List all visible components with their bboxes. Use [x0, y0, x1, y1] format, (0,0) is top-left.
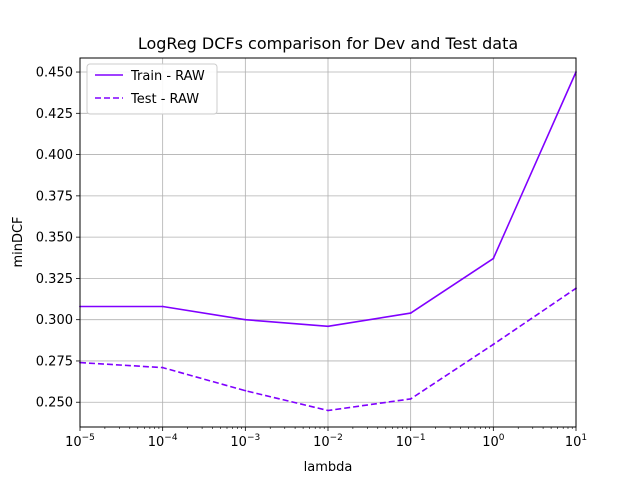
- x-ticks: 10−5 10−4 10−3 10−2 10−1 100 101: [65, 427, 587, 450]
- x-tick-exponent: −4: [164, 433, 178, 443]
- data-point: [244, 389, 247, 392]
- x-tick-exponent: −5: [82, 433, 95, 443]
- x-tick-base: 10: [482, 435, 499, 450]
- x-tick-label: 10−5: [65, 433, 95, 450]
- y-tick-label: 0.450: [36, 66, 73, 81]
- legend-label-test: Test - RAW: [130, 92, 199, 107]
- x-tick-base: 10: [230, 435, 247, 450]
- legend: Train - RAW Test - RAW: [86, 63, 218, 115]
- data-point: [161, 366, 164, 369]
- x-tick-base: 10: [565, 435, 582, 450]
- x-tick-base: 10: [313, 435, 330, 450]
- y-tick-label: 0.325: [36, 272, 73, 287]
- y-tick-label: 0.250: [36, 396, 73, 411]
- x-axis-label: lambda: [304, 460, 353, 475]
- legend-box: [86, 63, 218, 115]
- x-tick-label: 10−1: [396, 433, 426, 450]
- data-point: [244, 318, 247, 321]
- data-point: [327, 409, 329, 412]
- x-tick-base: 10: [148, 435, 165, 450]
- x-tick-base: 10: [65, 435, 82, 450]
- x-tick-label: 101: [565, 433, 587, 450]
- data-point: [161, 305, 164, 308]
- data-point: [409, 398, 412, 400]
- x-tick-exponent: −3: [247, 433, 260, 443]
- x-tick-label: 100: [482, 433, 505, 450]
- y-tick-label: 0.375: [36, 189, 73, 204]
- x-tick-label: 10−3: [230, 433, 260, 450]
- data-point: [492, 343, 495, 346]
- x-tick-label: 10−4: [148, 433, 178, 450]
- y-axis-label: minDCF: [11, 216, 26, 267]
- legend-label-train: Train - RAW: [130, 69, 205, 84]
- y-ticks: 0.250 0.275 0.300 0.325 0.350 0.375 0.400 0.425…: [36, 66, 80, 411]
- y-tick-label: 0.425: [36, 107, 73, 122]
- x-tick-label: 10−2: [313, 433, 343, 450]
- data-point: [492, 257, 495, 260]
- y-tick-label: 0.400: [36, 148, 73, 163]
- x-tick-exponent: 0: [499, 433, 505, 443]
- y-tick-label: 0.350: [36, 231, 73, 246]
- y-tick-label: 0.300: [36, 313, 73, 328]
- x-tick-exponent: −2: [330, 433, 343, 443]
- x-tick-exponent: 1: [581, 433, 587, 443]
- x-tick-base: 10: [396, 435, 413, 450]
- x-tick-exponent: −1: [412, 433, 425, 443]
- chart-title: LogReg DCFs comparison for Dev and Test …: [138, 34, 518, 53]
- data-point: [327, 325, 329, 328]
- data-point: [409, 312, 412, 314]
- y-tick-label: 0.275: [36, 354, 73, 369]
